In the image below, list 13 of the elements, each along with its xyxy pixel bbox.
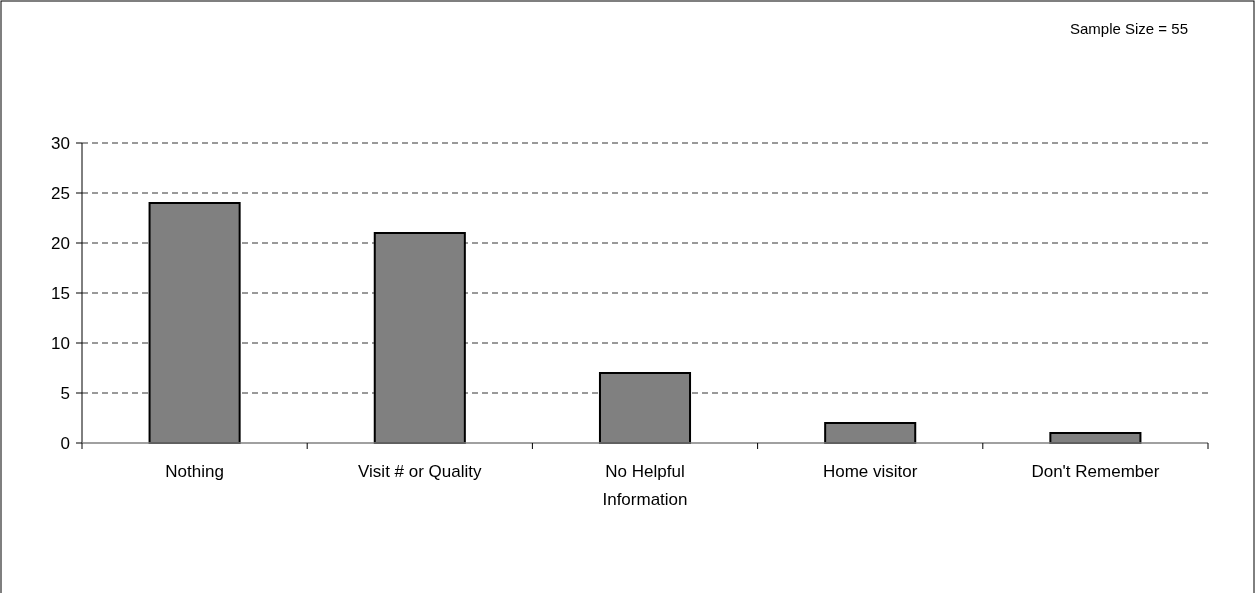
- y-tick-label: 5: [60, 383, 70, 403]
- y-tick-label: 30: [51, 133, 70, 153]
- x-tick-label: Nothing: [165, 462, 224, 481]
- x-tick-label: Visit # or Quality: [358, 462, 483, 481]
- text: Sample Size = 55: [1070, 20, 1188, 37]
- y-tick-label: 20: [51, 233, 70, 253]
- x-tick-label: Don't Remember: [1031, 462, 1160, 481]
- y-tick-label: 10: [51, 333, 70, 353]
- y-tick-label: 0: [60, 433, 70, 453]
- x-tick-label: No Helpful Information: [602, 462, 688, 509]
- y-tick-label: 15: [51, 283, 70, 303]
- x-tick-label: Home visitor: [822, 462, 918, 481]
- y-tick-label: 25: [51, 183, 70, 203]
